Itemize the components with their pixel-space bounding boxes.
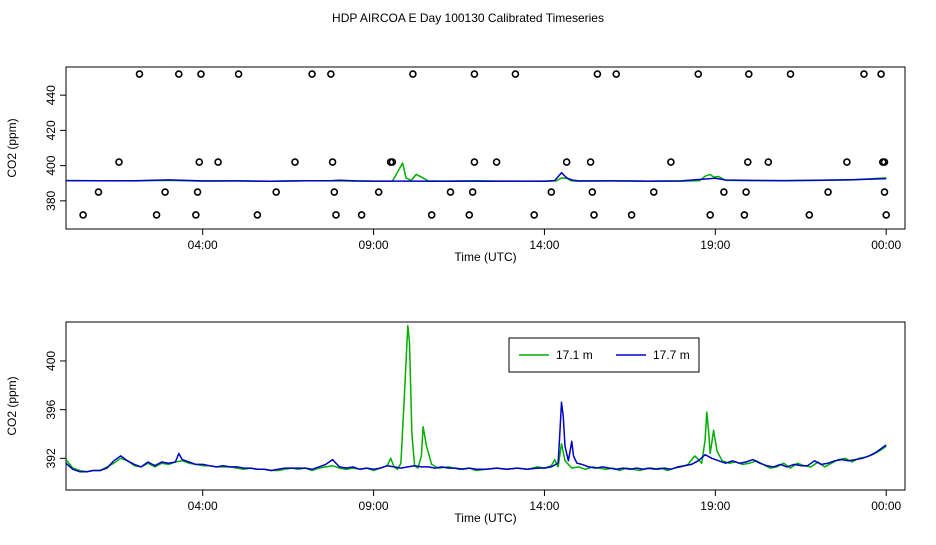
calibration-point	[562, 158, 571, 166]
figure-title: HDP AIRCOA E Day 100130 Calibrated Times…	[332, 11, 604, 25]
calibration-point	[470, 158, 479, 166]
calibration-point	[588, 188, 597, 196]
calibration-point	[860, 70, 868, 78]
chart-panel-2: 04:00 09:00 14:00 19:00 00:00 392 396 400 Time (…	[5, 321, 906, 525]
calibration-point	[740, 211, 749, 219]
calibration-point	[530, 211, 538, 219]
calibration-point	[161, 188, 169, 196]
calibration-point	[79, 211, 87, 219]
x-tick-label: 19:00	[700, 499, 730, 513]
calibration-point	[291, 158, 299, 166]
calibration-point	[590, 211, 598, 219]
calibration-point	[742, 188, 750, 196]
calibration-point	[330, 188, 339, 196]
x-tick-label: 14:00	[529, 238, 559, 252]
calibration-point	[374, 188, 383, 196]
calibration-point	[192, 211, 200, 219]
x-axis-label: Time (UTC)	[454, 511, 516, 525]
series-line-green	[66, 162, 887, 183]
calibration-point	[427, 211, 436, 219]
x-tick-label: 04:00	[188, 238, 218, 252]
calibration-point	[706, 211, 715, 219]
calibration-point	[882, 211, 891, 219]
calibration-point	[253, 211, 262, 219]
calibration-point	[743, 158, 752, 166]
x-tick-label: 09:00	[359, 499, 389, 513]
y-axis-label: CO2 (ppm)	[5, 118, 19, 177]
calibration-point	[694, 70, 703, 78]
y-tick-label: 440	[44, 85, 58, 105]
calibration-point	[720, 188, 728, 196]
x-tick-label: 14:00	[529, 499, 559, 513]
series-line-17-1-m	[66, 324, 887, 473]
calibration-point	[234, 70, 243, 78]
calibration-point	[880, 158, 889, 166]
calibration-point	[492, 158, 501, 166]
calibration-point	[94, 188, 103, 196]
x-tick-label: 09:00	[359, 238, 389, 252]
plot-frame	[65, 321, 906, 491]
calibration-point	[586, 158, 595, 166]
y-tick-label: 400	[44, 351, 58, 371]
calibration-point	[745, 70, 753, 78]
y-tick-label: 392	[44, 448, 58, 468]
calibration-point	[195, 158, 204, 166]
calibration-point	[805, 211, 814, 219]
y-tick-label: 400	[44, 155, 58, 175]
calibration-point	[468, 188, 477, 196]
y-tick-label: 380	[44, 190, 58, 210]
calibration-point	[593, 70, 602, 78]
calibration-point	[332, 211, 340, 219]
y-tick-label: 396	[44, 399, 58, 419]
y-tick-label: 420	[44, 120, 58, 140]
calibration-point	[511, 70, 520, 78]
calibration-point	[357, 211, 366, 219]
calibration-point	[174, 70, 183, 78]
calibration-point	[446, 188, 455, 196]
x-tick-label: 19:00	[700, 238, 730, 252]
calibration-point	[135, 70, 144, 78]
calibration-point	[409, 70, 417, 78]
plot-frame	[65, 66, 906, 230]
x-tick-label: 00:00	[871, 499, 901, 513]
calibration-point	[880, 188, 889, 196]
calibration-point	[764, 158, 773, 166]
calibration-point	[328, 158, 337, 166]
calibration-point	[612, 70, 621, 78]
calibration-point	[786, 70, 795, 78]
calibration-point	[877, 70, 885, 78]
calibration-point	[547, 188, 556, 196]
calibration-point	[388, 158, 397, 166]
calibration-point	[214, 158, 222, 166]
x-tick-label: 04:00	[188, 499, 218, 513]
calibration-point	[465, 211, 474, 219]
series-line-17-7-m	[66, 401, 887, 473]
calibration-point	[272, 188, 280, 196]
calibration-point	[627, 211, 636, 219]
x-axis-label: Time (UTC)	[454, 250, 516, 264]
chart-panel-1: 04:00 09:00 14:00 19:00 00:00 380 400 420 440 Tim…	[5, 66, 906, 264]
calibration-point	[650, 188, 658, 196]
legend-entry: 17.1 m	[556, 348, 593, 362]
series-line-blue	[66, 171, 887, 183]
calibration-point	[193, 188, 202, 196]
x-tick-label: 00:00	[871, 238, 901, 252]
legend: 17.1 m 17.7 m	[508, 337, 700, 373]
calibration-point	[327, 70, 335, 78]
legend-entry: 17.7 m	[653, 348, 690, 362]
calibration-point	[824, 188, 832, 196]
calibration-point	[115, 158, 123, 166]
calibration-point	[308, 70, 316, 78]
y-axis-label: CO2 (ppm)	[5, 376, 19, 435]
calibration-point	[470, 70, 479, 78]
calibration-point	[667, 158, 675, 166]
calibration-point	[843, 158, 851, 166]
calibration-point	[197, 70, 205, 78]
calibration-point	[152, 211, 161, 219]
